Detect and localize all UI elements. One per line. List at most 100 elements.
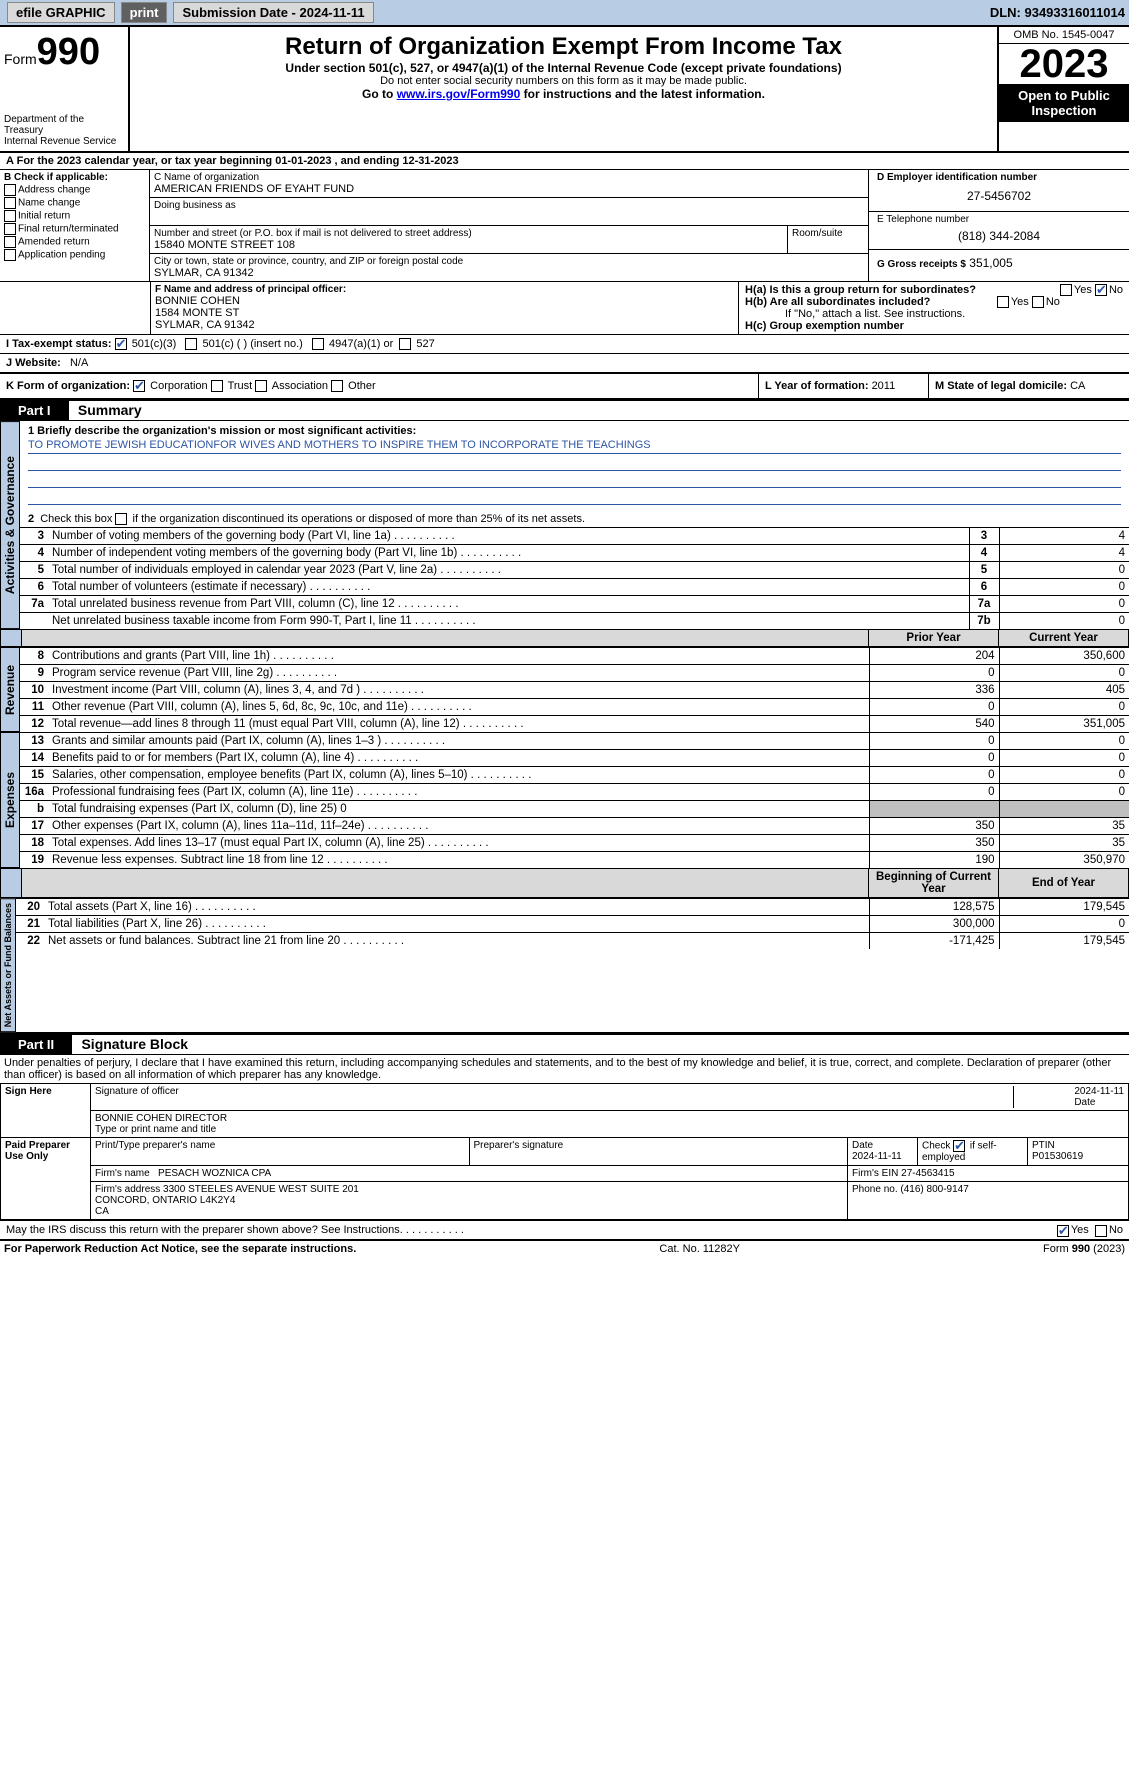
chk-hb-no[interactable] [1032, 296, 1044, 308]
h-b: H(b) Are all subordinates included? Yes … [745, 296, 1123, 308]
chk-amended[interactable] [4, 236, 16, 248]
ptin-label: PTIN [1032, 1140, 1124, 1151]
discuss-no: No [1109, 1224, 1123, 1236]
subtitle-2: Do not enter social security numbers on … [136, 75, 991, 87]
vtab-revenue: Revenue [0, 647, 20, 732]
top-bar: efile GRAPHIC print Submission Date - 20… [0, 0, 1129, 27]
chk-address[interactable] [4, 184, 16, 196]
form-word: Form [4, 51, 37, 67]
chk-corp[interactable] [133, 380, 145, 392]
hb-yes: Yes [1011, 296, 1029, 308]
q2-row: 2 Check this box if the organization dis… [20, 511, 1129, 527]
chk-ha-yes[interactable] [1060, 284, 1072, 296]
irs-label: Internal Revenue Service [4, 136, 124, 147]
chk-self-emp[interactable] [953, 1140, 965, 1152]
val-l: 2011 [872, 380, 896, 392]
sign-here: Sign Here [1, 1084, 91, 1138]
firm-phone: (416) 800-9147 [900, 1184, 968, 1195]
h-c: H(c) Group exemption number [745, 320, 1123, 332]
form990-link[interactable]: www.irs.gov/Form990 [397, 87, 521, 101]
printed-label: Type or print name and title [95, 1124, 1124, 1135]
chk-final[interactable] [4, 223, 16, 235]
chk-assoc[interactable] [255, 380, 267, 392]
table-row: 5Total number of individuals employed in… [20, 562, 1129, 579]
lbl-trust: Trust [228, 380, 253, 392]
officer-name: BONNIE COHEN [155, 295, 734, 307]
chk-discuss-no[interactable] [1095, 1225, 1107, 1237]
firm-name: PESACH WOZNICA CPA [158, 1168, 271, 1179]
sig-officer-label: Signature of officer [95, 1086, 1013, 1108]
part-1-bar: Part I Summary [0, 400, 1129, 421]
efile-btn[interactable]: efile GRAPHIC [7, 2, 115, 23]
part-1-title: Summary [72, 402, 142, 418]
lbl-dba: Doing business as [154, 200, 864, 211]
footer-left: For Paperwork Reduction Act Notice, see … [4, 1243, 356, 1255]
table-row: 3Number of voting members of the governi… [20, 528, 1129, 545]
line-l: L Year of formation: 2011 [759, 374, 929, 398]
chk-501c[interactable] [185, 338, 197, 350]
prep-name-label: Print/Type preparer's name [91, 1138, 470, 1165]
line-i: I Tax-exempt status: 501(c)(3) 501(c) ( … [0, 335, 1129, 354]
vtab-expenses: Expenses [0, 732, 20, 868]
subtitle-1: Under section 501(c), 527, or 4947(a)(1)… [136, 61, 991, 75]
officer-street: 1584 MONTE ST [155, 307, 734, 319]
table-row: bTotal fundraising expenses (Part IX, co… [20, 801, 1129, 818]
lbl-l: L Year of formation: [765, 380, 872, 392]
lbl-officer: F Name and address of principal officer: [155, 284, 734, 295]
expenses-table: 13Grants and similar amounts paid (Part … [20, 732, 1129, 868]
chk-other[interactable] [331, 380, 343, 392]
chk-name[interactable] [4, 197, 16, 209]
printed-name: BONNIE COHEN DIRECTOR [95, 1113, 1124, 1124]
chk-discuss-yes[interactable] [1057, 1225, 1069, 1237]
net-header: Beginning of Current YearEnd of Year [22, 868, 1129, 898]
chk-4947[interactable] [312, 338, 324, 350]
submission-date: 2024-11-11 [300, 5, 365, 20]
revenue-table: 8Contributions and grants (Part VIII, li… [20, 647, 1129, 732]
discuss-yes: Yes [1071, 1224, 1089, 1236]
lbl-initial: Initial return [18, 211, 70, 222]
street-value: 15840 MONTE STREET 108 [154, 239, 783, 251]
lbl-phone: E Telephone number [877, 214, 1121, 225]
table-row: 6Total number of volunteers (estimate if… [20, 579, 1129, 596]
sub3-post: for instructions and the latest informat… [520, 87, 765, 101]
val-m: CA [1070, 380, 1085, 392]
lbl-address: Address change [18, 185, 90, 196]
ptin: P01530619 [1032, 1151, 1124, 1162]
submission-date-btn[interactable]: Submission Date - 2024-11-11 [173, 2, 373, 23]
lbl-gross: G Gross receipts $ [877, 259, 966, 270]
form-num: 990 [37, 31, 100, 73]
firm-ein: 27-4563415 [901, 1168, 954, 1179]
lbl-street: Number and street (or P.O. box if mail i… [154, 228, 783, 239]
firm-name-label: Firm's name [95, 1168, 150, 1179]
revenue-header: Prior YearCurrent Year [22, 629, 1129, 647]
chk-pending[interactable] [4, 249, 16, 261]
chk-initial[interactable] [4, 210, 16, 222]
part-1-header: Part I [0, 401, 69, 420]
governance-table: 3Number of voting members of the governi… [20, 527, 1129, 629]
lbl-527: 527 [416, 338, 434, 350]
lbl-final: Final return/terminated [18, 224, 119, 235]
print-btn[interactable]: print [121, 2, 168, 23]
col-eoy: End of Year [999, 869, 1129, 898]
lbl-501c: 501(c) ( ) (insert no.) [203, 338, 303, 350]
firm-ein-label: Firm's EIN [852, 1168, 898, 1179]
footer-mid: Cat. No. 11282Y [659, 1243, 740, 1255]
prep-sig-label: Preparer's signature [470, 1138, 849, 1165]
line-k: K Form of organization: Corporation Trus… [0, 374, 759, 398]
chk-hb-yes[interactable] [997, 296, 1009, 308]
chk-527[interactable] [399, 338, 411, 350]
q1-text: TO PROMOTE JEWISH EDUCATIONFOR WIVES AND… [28, 439, 1121, 454]
chk-501c3[interactable] [115, 338, 127, 350]
table-row: 12Total revenue—add lines 8 through 11 (… [20, 716, 1129, 733]
part-2-bar: Part II Signature Block [0, 1034, 1129, 1055]
chk-ha-no[interactable] [1095, 284, 1107, 296]
chk-q2[interactable] [115, 513, 127, 525]
lbl-room: Room/suite [788, 226, 868, 253]
sub3-pre: Go to [362, 87, 397, 101]
h-b-label: H(b) Are all subordinates included? [745, 296, 930, 308]
ha-no: No [1109, 284, 1123, 296]
block-b-title: B Check if applicable: [4, 172, 145, 183]
part-2-header: Part II [0, 1035, 72, 1054]
chk-trust[interactable] [211, 380, 223, 392]
paid-preparer: Paid Preparer Use Only [1, 1138, 91, 1220]
